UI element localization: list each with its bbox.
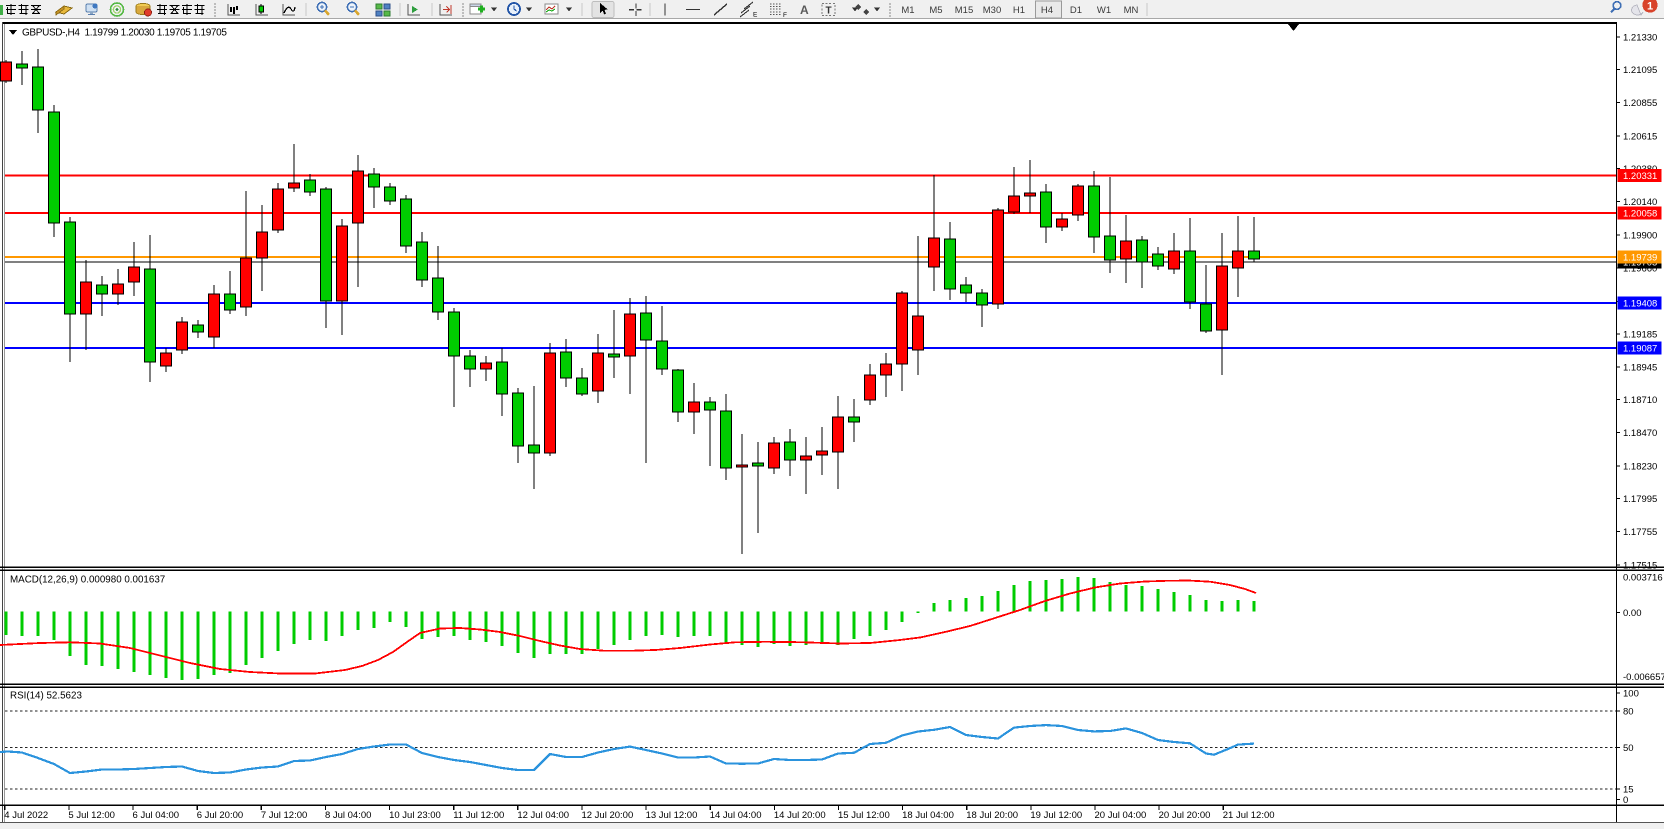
svg-text:F: F: [783, 12, 787, 19]
svg-text:M1: M1: [901, 5, 914, 16]
svg-text:14 Jul 20:00: 14 Jul 20:00: [774, 810, 826, 821]
svg-text:MACD(12,26,9) 0.000980 0.00163: MACD(12,26,9) 0.000980 0.001637: [10, 575, 165, 586]
svg-text:1.21330: 1.21330: [1623, 33, 1657, 44]
svg-text:E: E: [753, 12, 758, 19]
svg-text:D1: D1: [1070, 5, 1082, 16]
svg-text:6 Jul 20:00: 6 Jul 20:00: [197, 810, 243, 821]
svg-text:13 Jul 12:00: 13 Jul 12:00: [646, 810, 698, 821]
svg-text:M5: M5: [929, 5, 942, 16]
svg-text:50: 50: [1623, 743, 1634, 754]
svg-text:1.18945: 1.18945: [1623, 363, 1657, 374]
svg-text:20 Jul 20:00: 20 Jul 20:00: [1159, 810, 1211, 821]
svg-text:18 Jul 04:00: 18 Jul 04:00: [902, 810, 954, 821]
svg-text:1.20058: 1.20058: [1623, 209, 1657, 220]
svg-text:1.19408: 1.19408: [1623, 299, 1657, 310]
svg-text:H1: H1: [1013, 5, 1025, 16]
svg-text:1.19900: 1.19900: [1623, 230, 1657, 241]
svg-text:1.19087: 1.19087: [1623, 343, 1657, 354]
svg-text:W1: W1: [1097, 5, 1111, 16]
svg-text:1.18230: 1.18230: [1623, 461, 1657, 472]
svg-text:1.17755: 1.17755: [1623, 527, 1657, 538]
svg-text:1.17515: 1.17515: [1623, 560, 1657, 571]
svg-text:8 Jul 04:00: 8 Jul 04:00: [325, 810, 371, 821]
svg-text:1.19660: 1.19660: [1623, 264, 1657, 275]
svg-text:12 Jul 20:00: 12 Jul 20:00: [581, 810, 633, 821]
svg-text:11 Jul 12:00: 11 Jul 12:00: [453, 810, 504, 821]
svg-text:0: 0: [1623, 795, 1628, 806]
svg-text:19 Jul 12:00: 19 Jul 12:00: [1030, 810, 1082, 821]
svg-text:1.19185: 1.19185: [1623, 329, 1657, 340]
svg-text:7 Jul 12:00: 7 Jul 12:00: [261, 810, 307, 821]
svg-text:12 Jul 04:00: 12 Jul 04:00: [517, 810, 569, 821]
svg-text:21 Jul 12:00: 21 Jul 12:00: [1223, 810, 1275, 821]
svg-text:H4: H4: [1041, 5, 1053, 16]
svg-text:10 Jul 23:00: 10 Jul 23:00: [389, 810, 441, 821]
svg-text:20 Jul 04:00: 20 Jul 04:00: [1095, 810, 1147, 821]
svg-text:RSI(14) 52.5623: RSI(14) 52.5623: [10, 691, 82, 702]
svg-text:1.21095: 1.21095: [1623, 65, 1657, 76]
svg-text:1.17995: 1.17995: [1623, 494, 1657, 505]
svg-text:1.20331: 1.20331: [1623, 171, 1657, 182]
svg-text:0.00: 0.00: [1623, 608, 1642, 619]
svg-text:1.20140: 1.20140: [1623, 197, 1657, 208]
svg-text:GBPUSD-,H4 1.19799 1.20030 1.: GBPUSD-,H4 1.19799 1.20030 1.19705 1.197…: [22, 28, 227, 39]
svg-text:14 Jul 04:00: 14 Jul 04:00: [710, 810, 762, 821]
svg-text:4 Jul 2022: 4 Jul 2022: [4, 810, 48, 821]
svg-text:A: A: [800, 3, 809, 17]
svg-text:1.18470: 1.18470: [1623, 428, 1657, 439]
svg-text:T: T: [826, 6, 832, 17]
svg-text:80: 80: [1623, 707, 1634, 718]
svg-text:1.18710: 1.18710: [1623, 395, 1657, 406]
svg-text:1.20615: 1.20615: [1623, 131, 1657, 142]
svg-text:15 Jul 12:00: 15 Jul 12:00: [838, 810, 890, 821]
svg-text:0.003716: 0.003716: [1623, 573, 1663, 584]
svg-text:-0.006657: -0.006657: [1623, 672, 1664, 683]
svg-text:1.19739: 1.19739: [1623, 253, 1657, 264]
svg-text:MN: MN: [1124, 5, 1139, 16]
svg-text:18 Jul 20:00: 18 Jul 20:00: [966, 810, 1018, 821]
svg-text:100: 100: [1623, 689, 1639, 700]
svg-text:5 Jul 12:00: 5 Jul 12:00: [68, 810, 114, 821]
svg-text:15: 15: [1623, 785, 1634, 796]
svg-text:1.20855: 1.20855: [1623, 98, 1657, 109]
svg-text:1: 1: [1647, 0, 1653, 12]
svg-text:M30: M30: [983, 5, 1001, 16]
svg-text:6 Jul 04:00: 6 Jul 04:00: [133, 810, 179, 821]
svg-text:M15: M15: [955, 5, 973, 16]
